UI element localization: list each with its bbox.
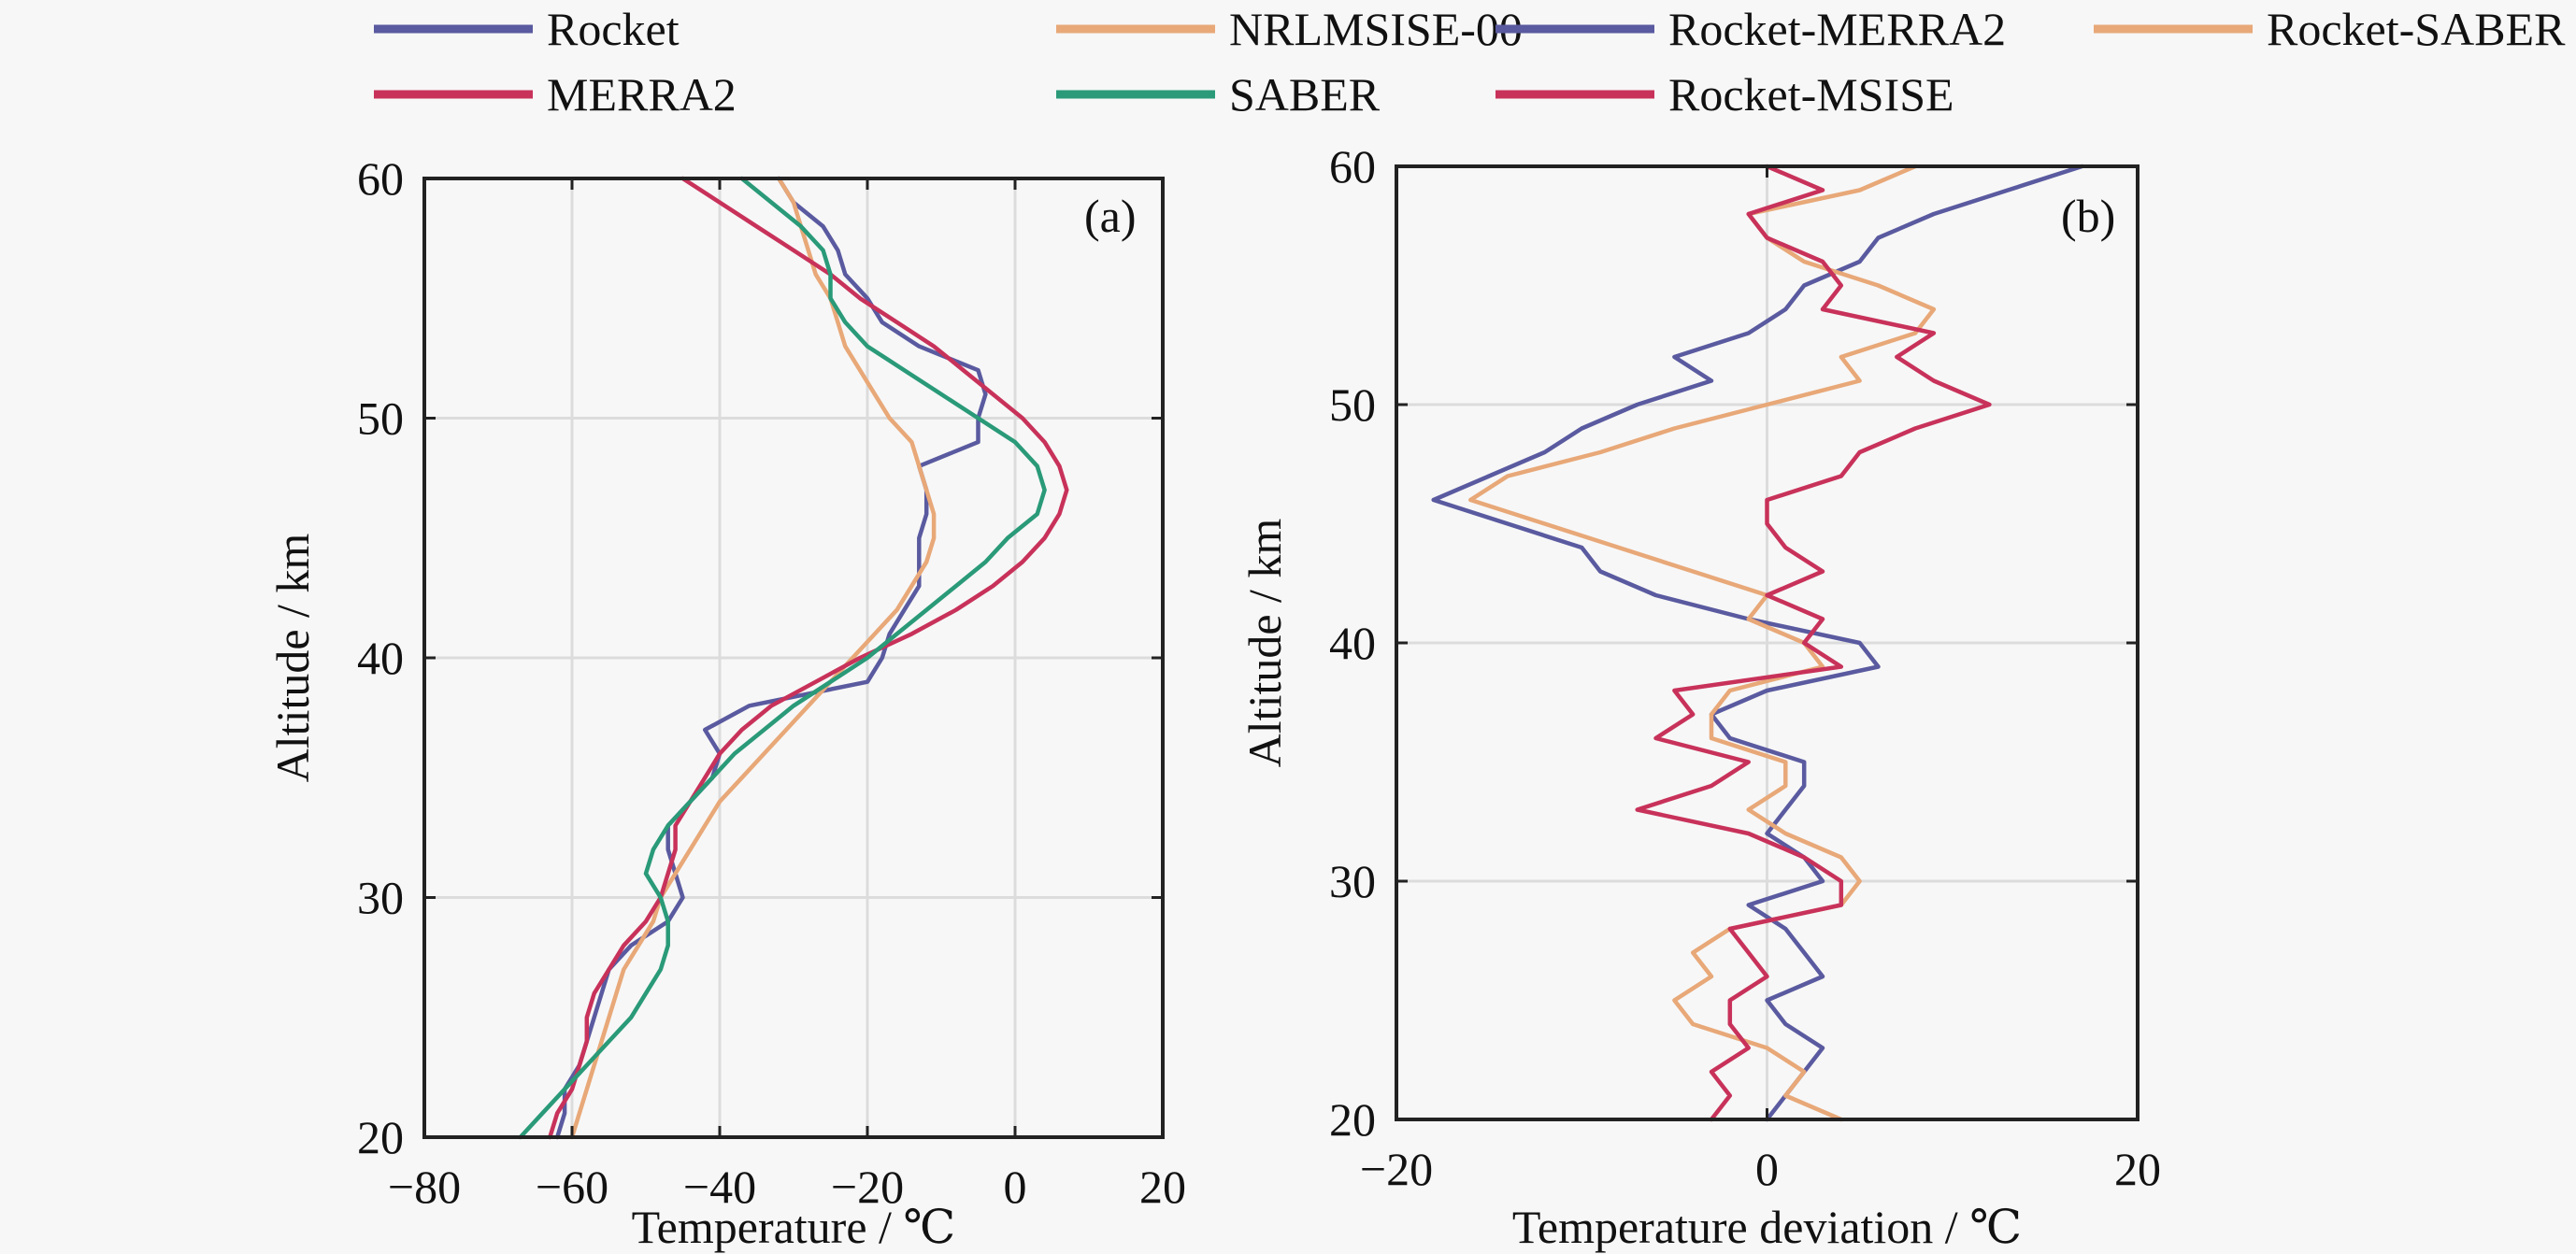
panel-b-ticks: −20 0 20 20 30 40 50 60 [1329,140,2161,1195]
panel-b-temperature-deviation: −20 0 20 20 30 40 50 60 (b) Temperature deviati… [1238,140,2161,1253]
panel-b-series [1431,164,2084,1122]
x-tick-label: −60 [536,1161,608,1213]
legend-label: Rocket-MERRA2 [1668,3,2006,55]
panel-b-tag: (b) [2061,190,2115,242]
legend-item-nrlmsise-00: NRLMSISE-00 [1056,3,1523,55]
legend-label: Rocket-MSISE [1668,68,1954,121]
x-tick-label: 0 [1004,1161,1027,1213]
y-tick-label: 20 [1329,1093,1376,1146]
panel-a-x-axis-label: Temperature / ℃ [632,1201,956,1253]
legend-label: NRLMSISE-00 [1229,3,1523,55]
y-tick-label: 30 [357,872,404,924]
panel-a-tag: (a) [1084,190,1137,242]
panel-a-temperature-profiles: −80 −60 −40 −20 0 20 20 30 40 50 60 (a) Temperatur… [266,152,1186,1253]
legend-item-saber: SABER [1056,68,1381,121]
panel-b-y-axis-label: Altitude / km [1238,519,1291,768]
panel-a-y-axis-label: Altitude / km [266,534,319,783]
legend-label: Rocket [547,3,680,55]
legend-item-rocket-msise: Rocket-MSISE [1496,68,1954,121]
legend-item-rocket: Rocket [374,3,680,55]
panel-a-series [518,176,1069,1140]
series-nrlmsise-00 [569,176,937,1140]
x-tick-label: −20 [1360,1143,1433,1195]
y-tick-label: 20 [357,1111,404,1163]
series-rocket-msise [1635,164,1992,1122]
y-tick-label: 60 [357,152,404,205]
x-tick-label: −40 [683,1161,756,1213]
legend: Rocket NRLMSISE-00 Rocket-MERRA2 Rocket-SAB… [374,3,2566,121]
legend-item-merra2: MERRA2 [374,68,737,121]
y-tick-label: 50 [1329,378,1376,431]
series-rocket-merra2 [1431,164,2084,1122]
series-saber [518,176,1047,1140]
legend-label: SABER [1229,68,1381,121]
y-tick-label: 50 [357,392,404,445]
x-tick-label: 20 [2114,1143,2161,1195]
panel-a-ticks: −80 −60 −40 −20 0 20 20 30 40 50 60 [357,152,1186,1213]
legend-item-rocket-merra2: Rocket-MERRA2 [1496,3,2006,55]
legend-label: Rocket-SABER [2267,3,2566,55]
y-tick-label: 40 [1329,617,1376,669]
series-merra2 [548,176,1069,1140]
y-tick-label: 60 [1329,140,1376,192]
x-tick-label: 0 [1755,1143,1779,1195]
x-tick-label: 20 [1139,1161,1186,1213]
legend-item-rocket-saber: Rocket-SABER [2094,3,2566,55]
panel-b-x-axis-label: Temperature deviation / ℃ [1512,1201,2022,1253]
x-tick-label: −80 [388,1161,461,1213]
y-tick-label: 30 [1329,855,1376,907]
y-tick-label: 40 [357,632,404,684]
x-tick-label: −20 [831,1161,904,1213]
legend-label: MERRA2 [547,68,737,121]
